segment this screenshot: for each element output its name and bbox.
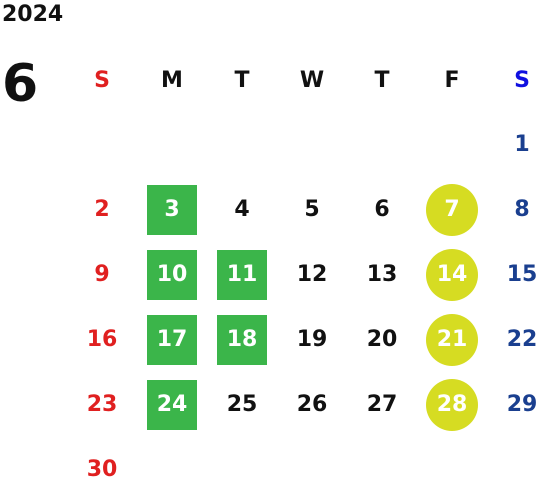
weekday-header-fri: F bbox=[444, 67, 460, 93]
day-number: 18 bbox=[217, 314, 267, 365]
day-cell-green-highlight[interactable]: 17 bbox=[137, 307, 207, 372]
day-number: 3 bbox=[147, 184, 197, 235]
day-cell[interactable]: 20 bbox=[366, 327, 398, 352]
day-number: 24 bbox=[147, 379, 197, 430]
day-cell-green-highlight[interactable]: 3 bbox=[137, 177, 207, 242]
day-number: 21 bbox=[426, 313, 478, 366]
day-cell[interactable]: 6 bbox=[374, 197, 390, 222]
day-number: 17 bbox=[147, 314, 197, 365]
day-cell[interactable]: 26 bbox=[296, 392, 328, 417]
day-number: 11 bbox=[217, 249, 267, 300]
calendar-grid: S M T W T F S 1 2 3 4 5 6 7 8 9 10 11 12… bbox=[67, 48, 548, 502]
year-label: 2024 bbox=[2, 2, 64, 27]
day-cell-green-highlight[interactable]: 10 bbox=[137, 242, 207, 307]
day-cell[interactable]: 15 bbox=[506, 262, 538, 287]
day-cell-green-highlight[interactable]: 18 bbox=[207, 307, 277, 372]
day-cell[interactable]: 2 bbox=[94, 197, 110, 222]
day-cell-empty bbox=[417, 437, 487, 502]
day-cell-yellow-highlight[interactable]: 21 bbox=[417, 307, 487, 372]
month-number: 6 bbox=[2, 54, 39, 114]
day-cell[interactable]: 29 bbox=[506, 392, 538, 417]
day-cell[interactable]: 16 bbox=[86, 327, 118, 352]
day-cell-empty bbox=[207, 437, 277, 502]
weekday-header-thu: T bbox=[374, 67, 390, 93]
day-cell-empty bbox=[137, 112, 207, 177]
day-cell[interactable]: 19 bbox=[296, 327, 328, 352]
day-cell[interactable]: 12 bbox=[296, 262, 328, 287]
day-number: 28 bbox=[426, 378, 478, 431]
day-cell[interactable]: 22 bbox=[506, 327, 538, 352]
day-cell[interactable]: 9 bbox=[94, 262, 110, 287]
day-number: 10 bbox=[147, 249, 197, 300]
day-cell-green-highlight[interactable]: 24 bbox=[137, 372, 207, 437]
day-cell-yellow-highlight[interactable]: 28 bbox=[417, 372, 487, 437]
day-cell[interactable]: 13 bbox=[366, 262, 398, 287]
day-cell[interactable]: 27 bbox=[366, 392, 398, 417]
day-cell-empty bbox=[417, 112, 487, 177]
day-cell-empty bbox=[487, 437, 548, 502]
day-cell[interactable]: 23 bbox=[86, 392, 118, 417]
day-cell-empty bbox=[277, 112, 347, 177]
day-cell-empty bbox=[207, 112, 277, 177]
day-cell-yellow-highlight[interactable]: 7 bbox=[417, 177, 487, 242]
day-cell[interactable]: 25 bbox=[226, 392, 258, 417]
day-cell[interactable]: 8 bbox=[514, 197, 530, 222]
day-cell-empty bbox=[347, 437, 417, 502]
weekday-header-sun: S bbox=[94, 67, 110, 93]
day-cell-green-highlight[interactable]: 11 bbox=[207, 242, 277, 307]
day-cell-empty bbox=[277, 437, 347, 502]
day-cell-empty bbox=[67, 112, 137, 177]
day-cell[interactable]: 5 bbox=[304, 197, 320, 222]
day-number: 14 bbox=[426, 248, 478, 301]
day-cell-yellow-highlight[interactable]: 14 bbox=[417, 242, 487, 307]
day-cell-empty bbox=[137, 437, 207, 502]
day-number: 7 bbox=[426, 183, 478, 236]
weekday-header-wed: W bbox=[299, 67, 325, 93]
day-cell-empty bbox=[347, 112, 417, 177]
weekday-header-sat: S bbox=[514, 67, 530, 93]
day-cell[interactable]: 4 bbox=[234, 197, 250, 222]
day-cell[interactable]: 30 bbox=[86, 457, 118, 482]
day-cell[interactable]: 1 bbox=[514, 132, 530, 157]
weekday-header-mon: M bbox=[161, 67, 183, 93]
weekday-header-tue: T bbox=[234, 67, 250, 93]
